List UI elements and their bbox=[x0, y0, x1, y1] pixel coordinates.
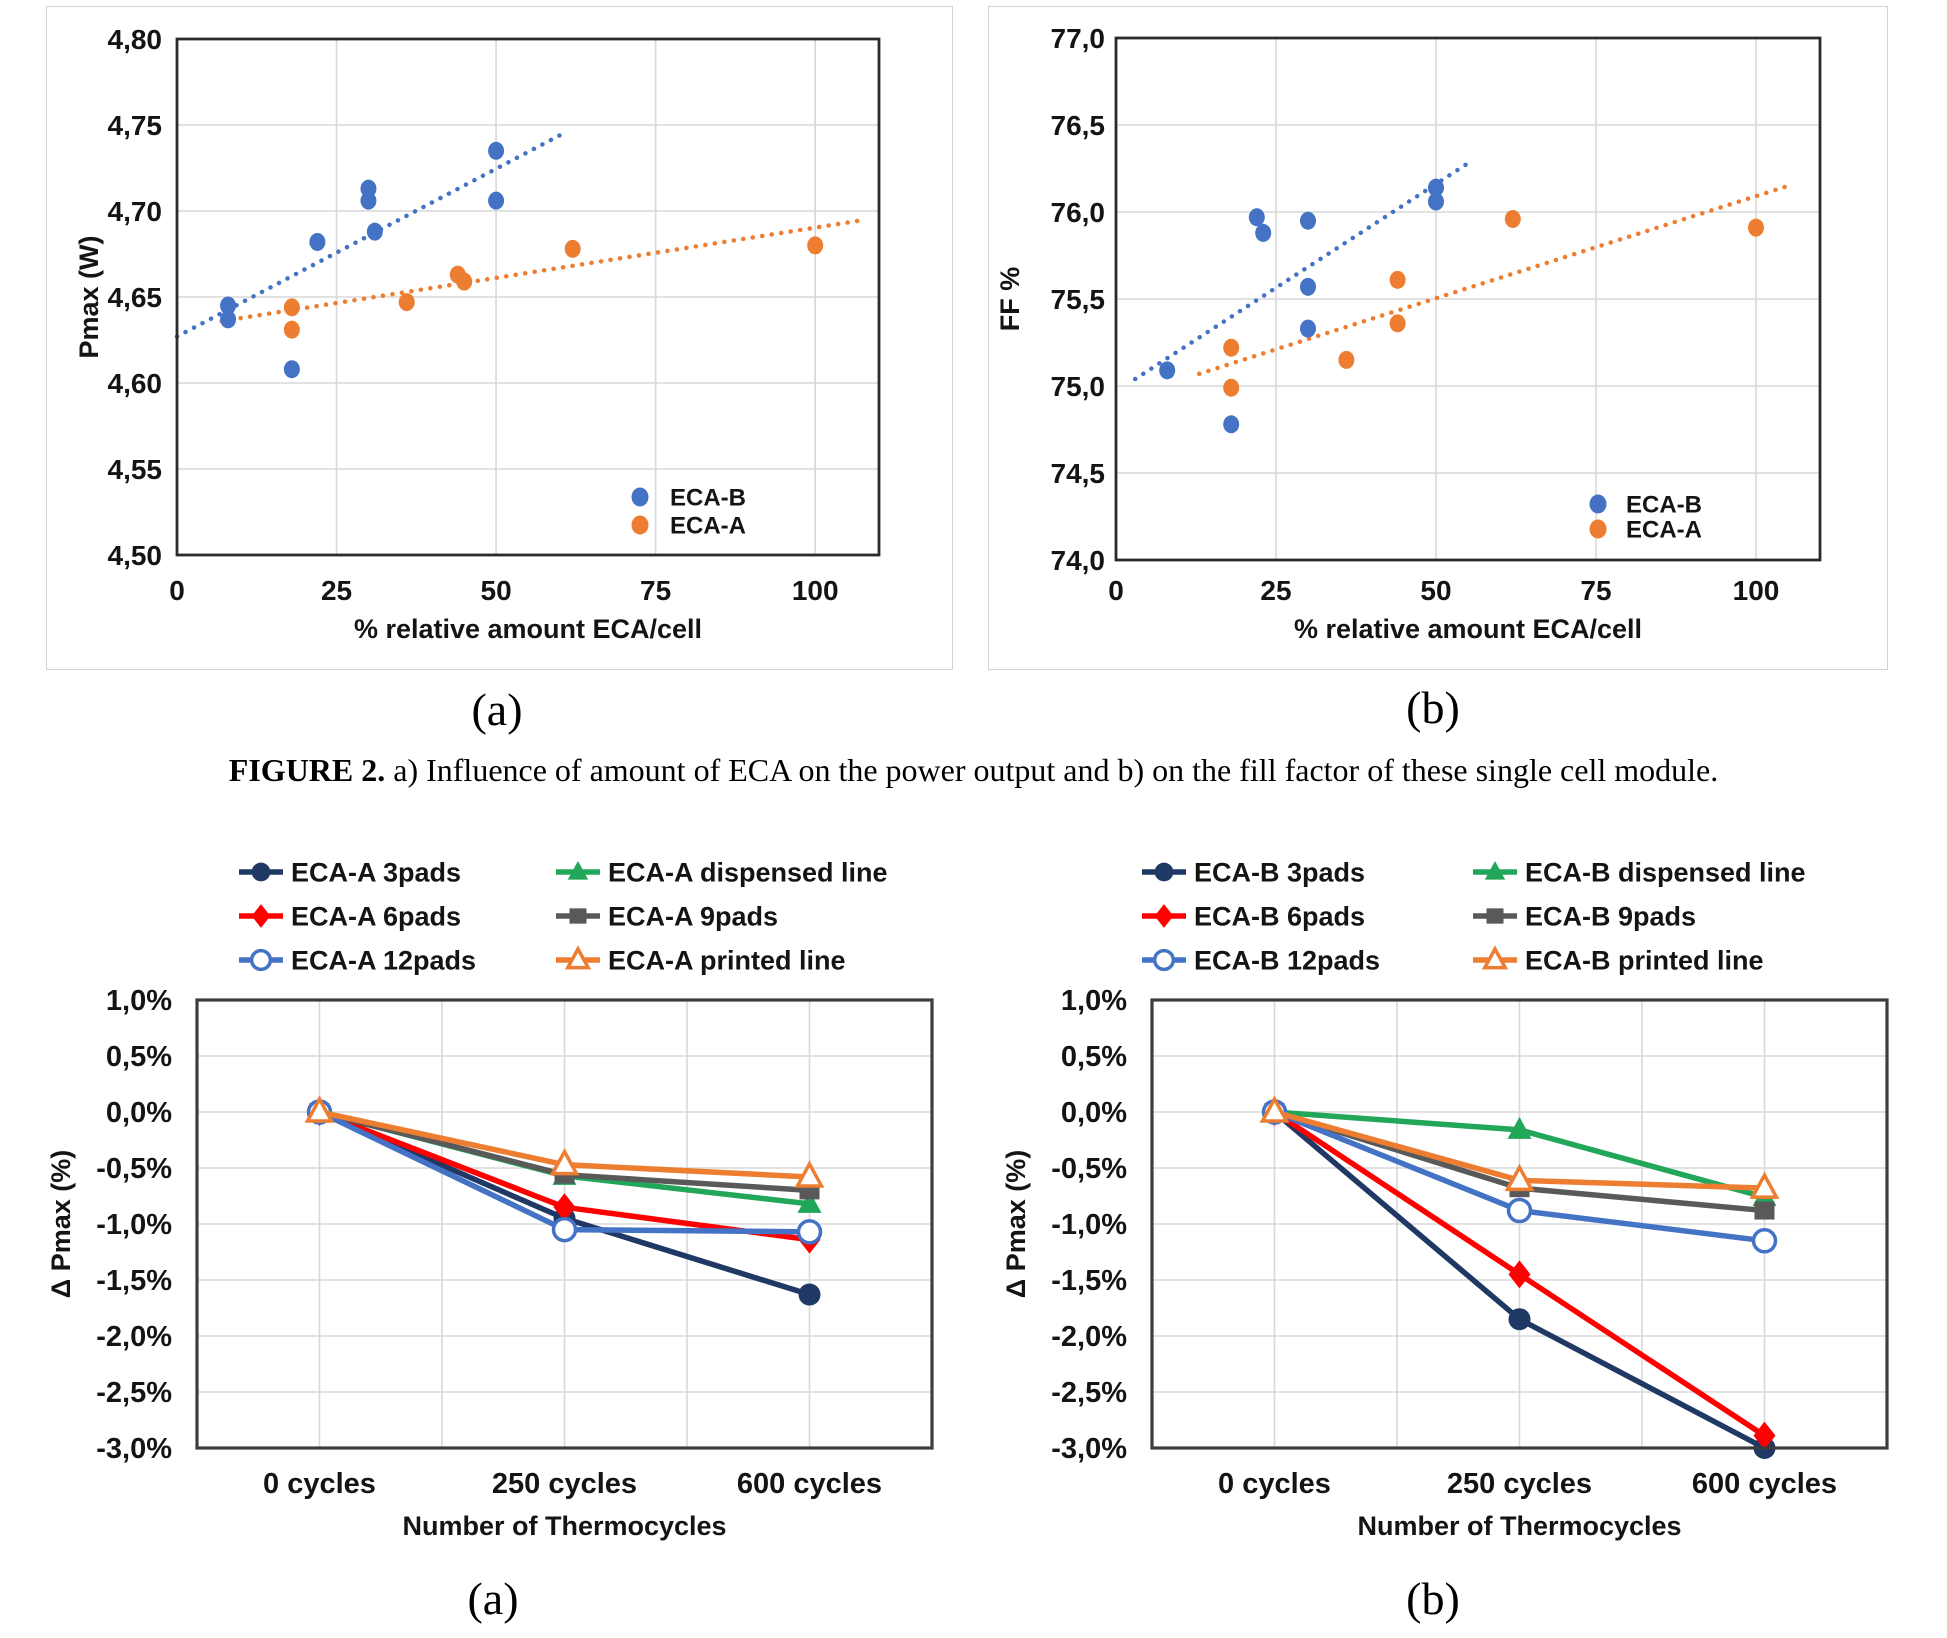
svg-text:75,0: 75,0 bbox=[1051, 371, 1106, 402]
svg-text:-0,5%: -0,5% bbox=[1051, 1153, 1127, 1185]
svg-text:100: 100 bbox=[1733, 575, 1780, 606]
svg-text:75: 75 bbox=[1580, 575, 1611, 606]
svg-text:Number of Thermocycles: Number of Thermocycles bbox=[402, 1511, 726, 1541]
svg-text:4,65: 4,65 bbox=[108, 282, 163, 313]
svg-text:50: 50 bbox=[481, 575, 512, 606]
svg-text:4,50: 4,50 bbox=[108, 540, 163, 571]
line-chart-delta-pmax-eca-b: 1,0% 0,5% 0,0% -0,5% -1,0% -1,5% -2,0% -2,5% -3,… bbox=[1001, 857, 1889, 1541]
svg-text:-2,0%: -2,0% bbox=[96, 1321, 172, 1353]
svg-text:-2,5%: -2,5% bbox=[96, 1377, 172, 1409]
svg-text:74,5: 74,5 bbox=[1051, 458, 1106, 489]
svg-text:0,5%: 0,5% bbox=[106, 1041, 172, 1073]
svg-text:ECA-B 9pads: ECA-B 9pads bbox=[1525, 901, 1696, 931]
svg-text:ECA-B printed line: ECA-B printed line bbox=[1525, 945, 1764, 975]
svg-text:ECA-B 6pads: ECA-B 6pads bbox=[1194, 901, 1365, 931]
svg-text:-1,5%: -1,5% bbox=[1051, 1265, 1127, 1297]
svg-text:-3,0%: -3,0% bbox=[96, 1433, 172, 1465]
svg-text:0: 0 bbox=[1108, 575, 1124, 606]
subfigure-label-b-top: (b) bbox=[1406, 682, 1460, 733]
line-chart-delta-pmax-eca-a: 1,0% 0,5% 0,0% -0,5% -1,0% -1,5% -2,0% -2,5% -3,… bbox=[46, 857, 934, 1541]
svg-text:0: 0 bbox=[169, 575, 185, 606]
svg-text:4,80: 4,80 bbox=[108, 24, 163, 55]
svg-text:0 cycles: 0 cycles bbox=[1218, 1468, 1331, 1500]
svg-text:ECA-B dispensed line: ECA-B dispensed line bbox=[1525, 857, 1806, 887]
svg-text:FF %: FF % bbox=[995, 267, 1025, 332]
svg-text:ECA-A dispensed line: ECA-A dispensed line bbox=[608, 857, 888, 887]
svg-text:Δ Pmax (%): Δ Pmax (%) bbox=[1001, 1150, 1031, 1298]
svg-text:Number of Thermocycles: Number of Thermocycles bbox=[1357, 1511, 1681, 1541]
svg-text:25: 25 bbox=[1260, 575, 1291, 606]
svg-text:-0,5%: -0,5% bbox=[96, 1153, 172, 1185]
scatter-chart-pmax-vs-eca-amount: 4,80 4,75 4,70 4,65 4,60 4,55 4,500 25 50 75 100 % … bbox=[74, 24, 881, 644]
svg-text:-2,5%: -2,5% bbox=[1051, 1377, 1127, 1409]
svg-text:0,0%: 0,0% bbox=[106, 1097, 172, 1129]
svg-text:600 cycles: 600 cycles bbox=[737, 1468, 882, 1500]
svg-text:ECA-B 12pads: ECA-B 12pads bbox=[1194, 945, 1380, 975]
svg-text:% relative amount ECA/cell: % relative amount ECA/cell bbox=[1294, 614, 1642, 644]
svg-text:250 cycles: 250 cycles bbox=[1447, 1468, 1592, 1500]
subfigure-label-a-top: (a) bbox=[471, 684, 523, 735]
svg-text:4,70: 4,70 bbox=[108, 196, 163, 227]
svg-text:75,5: 75,5 bbox=[1051, 284, 1106, 315]
svg-text:ECA-B: ECA-B bbox=[1626, 491, 1702, 518]
svg-text:1,0%: 1,0% bbox=[1061, 985, 1127, 1017]
svg-text:75: 75 bbox=[640, 575, 671, 606]
svg-text:Δ Pmax (%): Δ Pmax (%) bbox=[46, 1150, 76, 1298]
svg-text:ECA-A 3pads: ECA-A 3pads bbox=[291, 857, 461, 887]
svg-text:ECA-A: ECA-A bbox=[670, 512, 746, 539]
svg-text:ECA-A 9pads: ECA-A 9pads bbox=[608, 901, 778, 931]
svg-text:76,5: 76,5 bbox=[1051, 110, 1106, 141]
figure-caption-number: FIGURE 2. bbox=[228, 752, 386, 788]
svg-text:ECA-A: ECA-A bbox=[1626, 516, 1702, 543]
svg-text:100: 100 bbox=[792, 575, 839, 606]
svg-text:Pmax (W): Pmax (W) bbox=[74, 235, 104, 358]
svg-text:0 cycles: 0 cycles bbox=[263, 1468, 376, 1500]
svg-text:-1,0%: -1,0% bbox=[96, 1209, 172, 1241]
svg-text:50: 50 bbox=[1420, 575, 1451, 606]
svg-text:% relative amount ECA/cell: % relative amount ECA/cell bbox=[354, 614, 702, 644]
svg-text:1,0%: 1,0% bbox=[106, 985, 172, 1017]
svg-text:-1,0%: -1,0% bbox=[1051, 1209, 1127, 1241]
svg-text:76,0: 76,0 bbox=[1051, 197, 1106, 228]
svg-text:0,5%: 0,5% bbox=[1061, 1041, 1127, 1073]
svg-text:ECA-A 12pads: ECA-A 12pads bbox=[291, 945, 476, 975]
scatter-chart-ff-vs-eca-amount: 77,0 76,5 76,0 75,5 75,0 74,5 74,00 25 50 75 100 % … bbox=[995, 23, 1822, 644]
svg-text:-1,5%: -1,5% bbox=[96, 1265, 172, 1297]
figure-caption: FIGURE 2. a) Influence of amount of ECA … bbox=[0, 752, 1947, 789]
svg-text:-2,0%: -2,0% bbox=[1051, 1321, 1127, 1353]
svg-text:4,60: 4,60 bbox=[108, 368, 163, 399]
svg-text:4,75: 4,75 bbox=[108, 110, 163, 141]
svg-text:ECA-B 3pads: ECA-B 3pads bbox=[1194, 857, 1365, 887]
svg-text:74,0: 74,0 bbox=[1051, 545, 1106, 576]
svg-text:4,55: 4,55 bbox=[108, 454, 163, 485]
subfigure-label-b-bottom: (b) bbox=[1406, 1573, 1460, 1624]
svg-text:0,0%: 0,0% bbox=[1061, 1097, 1127, 1129]
figure-caption-text: a) Influence of amount of ECA on the pow… bbox=[385, 752, 1719, 788]
svg-text:250 cycles: 250 cycles bbox=[492, 1468, 637, 1500]
svg-text:600 cycles: 600 cycles bbox=[1692, 1468, 1837, 1500]
svg-text:ECA-B: ECA-B bbox=[670, 484, 746, 511]
svg-text:77,0: 77,0 bbox=[1051, 23, 1106, 54]
svg-text:-3,0%: -3,0% bbox=[1051, 1433, 1127, 1465]
panel-a-frame bbox=[46, 6, 953, 670]
svg-text:25: 25 bbox=[321, 575, 352, 606]
svg-text:ECA-A printed line: ECA-A printed line bbox=[608, 945, 846, 975]
svg-text:ECA-A 6pads: ECA-A 6pads bbox=[291, 901, 461, 931]
subfigure-label-a-bottom: (a) bbox=[467, 1573, 519, 1624]
